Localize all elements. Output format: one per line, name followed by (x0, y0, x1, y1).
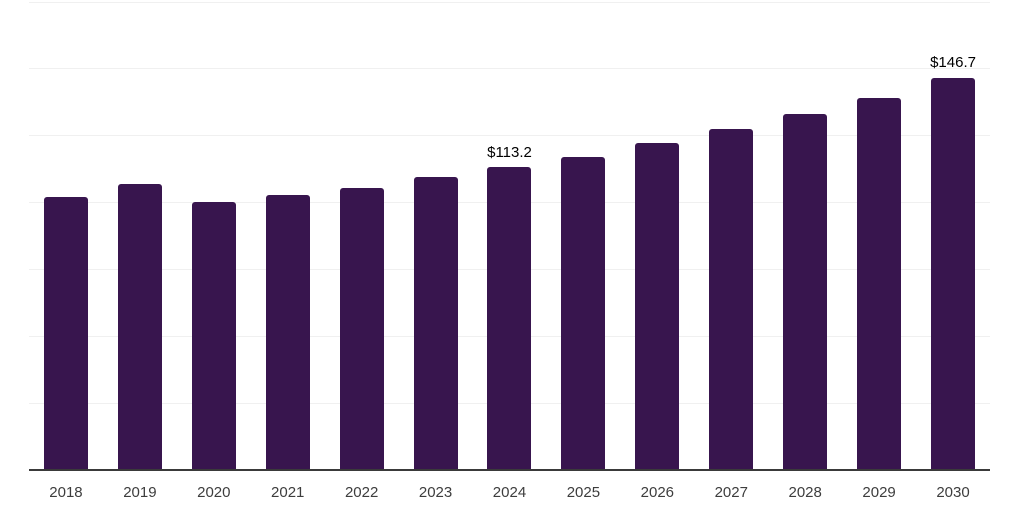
bar-2023[interactable] (413, 177, 458, 470)
gridline-175 (29, 1, 990, 3)
bar-slot-2024: $113.2 (473, 2, 547, 470)
bar-2025[interactable] (561, 157, 606, 470)
bar-slot-2028 (768, 2, 842, 470)
plot-area: $113.2 $146.7 (29, 1, 990, 471)
x-tick-label-2022: 2022 (344, 484, 379, 501)
bar-2022[interactable] (339, 187, 384, 470)
bar-2021[interactable] (265, 194, 310, 470)
bar-slot-2027 (694, 2, 768, 470)
bar-slot-2026 (620, 2, 694, 470)
x-axis-labels: 2018 2019 2020 2021 2022 2023 2024 2025 2026 2027… (29, 484, 990, 501)
x-axis-line (29, 469, 990, 471)
bar-slot-2019 (103, 2, 177, 470)
bar-2028[interactable] (783, 113, 828, 470)
x-tick-label-2027: 2027 (714, 484, 748, 501)
x-tick-label-2024: 2024 (492, 484, 527, 501)
bar-slot-2020 (177, 2, 251, 470)
x-tick-label-2021: 2021 (271, 484, 305, 501)
bar-2026[interactable] (635, 142, 680, 470)
x-tick-label-2020: 2020 (197, 484, 231, 501)
gridline-125 (29, 135, 990, 137)
bar-2027[interactable] (709, 129, 754, 470)
bar-2019[interactable] (117, 184, 162, 470)
gridline-150 (29, 68, 990, 70)
x-tick-label-2029: 2029 (862, 484, 896, 501)
x-tick-label-2028: 2028 (788, 484, 822, 501)
bar-2020[interactable] (191, 202, 236, 470)
bar-slot-2023 (399, 2, 473, 470)
bar-slot-2021 (251, 2, 325, 470)
x-tick-label-2025: 2025 (566, 484, 601, 501)
bar-slot-2030: $146.7 (916, 2, 990, 470)
x-tick-label-2019: 2019 (123, 484, 157, 501)
bar-slot-2022 (325, 2, 399, 470)
bar-series: $113.2 $146.7 (29, 2, 990, 470)
bar-2024[interactable] (487, 167, 532, 470)
x-tick-label-2018: 2018 (49, 484, 83, 501)
bar-2018[interactable] (43, 197, 88, 470)
x-tick-label-2023: 2023 (418, 484, 453, 501)
bar-slot-2029 (842, 2, 916, 470)
bar-slot-2025 (546, 2, 620, 470)
x-tick-label-2030: 2030 (936, 484, 970, 501)
data-label-2030: $146.7 (930, 54, 976, 72)
data-label-2024: $113.2 (487, 143, 532, 161)
bar-slot-2018 (29, 2, 103, 470)
bar-2030[interactable] (931, 77, 976, 470)
bar-2029[interactable] (857, 97, 902, 470)
x-tick-label-2026: 2026 (640, 484, 675, 501)
